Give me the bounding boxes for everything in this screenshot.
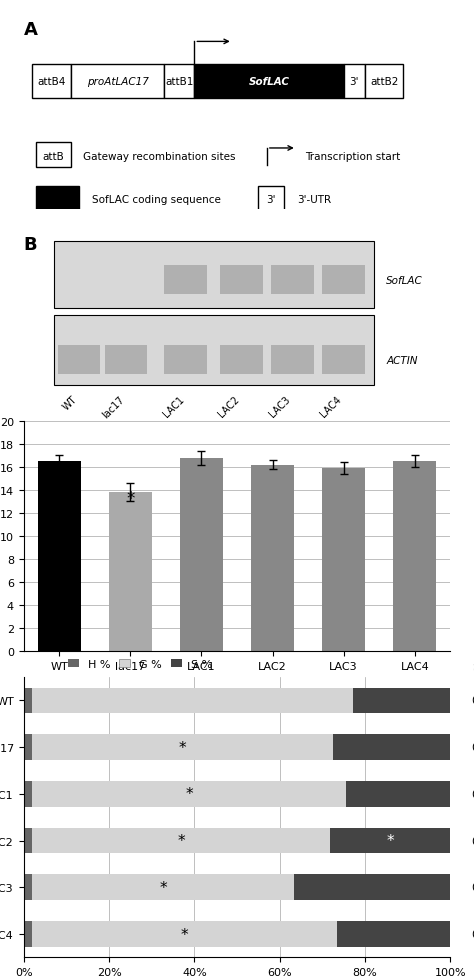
Bar: [32, 874, 294, 900]
Bar: [38, 462, 81, 652]
Text: 0.42: 0.42: [472, 743, 474, 752]
Bar: [344, 65, 365, 100]
Text: *: *: [386, 833, 394, 848]
Bar: [24, 782, 32, 807]
Bar: [333, 735, 450, 760]
Bar: [180, 458, 223, 652]
Bar: [164, 65, 194, 100]
Text: S/G: S/G: [472, 659, 474, 672]
Text: *: *: [177, 833, 185, 848]
Text: lac17: lac17: [100, 394, 126, 420]
Text: proAtLAC17: proAtLAC17: [87, 77, 148, 87]
Text: 0.36: 0.36: [472, 789, 474, 799]
Text: attB4: attB4: [37, 77, 65, 87]
Bar: [330, 828, 450, 854]
Bar: [32, 735, 333, 760]
Bar: [194, 65, 344, 100]
Text: 3': 3': [349, 77, 359, 87]
Bar: [322, 469, 365, 652]
Bar: [251, 465, 294, 652]
Bar: [365, 65, 403, 100]
Legend: H %, G %, S %: H %, G %, S %: [64, 655, 217, 674]
Text: A: A: [24, 21, 37, 39]
Bar: [353, 688, 450, 713]
Bar: [109, 492, 152, 652]
Text: LAC3: LAC3: [268, 394, 292, 419]
Bar: [36, 187, 79, 212]
Bar: [220, 266, 263, 295]
Bar: [393, 462, 436, 652]
Text: *: *: [181, 926, 188, 942]
Text: 3': 3': [266, 195, 276, 205]
Bar: [71, 65, 164, 100]
Text: *: *: [159, 880, 167, 895]
Text: Gateway recombination sites: Gateway recombination sites: [83, 151, 236, 161]
Bar: [322, 346, 365, 375]
Bar: [24, 921, 32, 947]
Bar: [32, 828, 330, 854]
Bar: [346, 782, 450, 807]
Text: attB1: attB1: [165, 77, 193, 87]
Text: attB: attB: [43, 151, 64, 161]
Bar: [220, 346, 263, 375]
Text: B: B: [24, 235, 37, 253]
Bar: [322, 266, 365, 295]
Text: WT: WT: [61, 394, 79, 412]
Bar: [36, 143, 71, 168]
Text: SofLAC: SofLAC: [386, 276, 423, 285]
Text: 0.43: 0.43: [472, 835, 474, 846]
Text: SofLAC coding sequence: SofLAC coding sequence: [92, 195, 221, 205]
Text: LAC2: LAC2: [216, 394, 241, 419]
Text: 0.33: 0.33: [472, 696, 474, 705]
Bar: [32, 921, 337, 947]
Bar: [58, 346, 100, 375]
Text: *: *: [179, 740, 186, 755]
Text: SofLAC: SofLAC: [248, 77, 290, 87]
Text: Transcription start: Transcription start: [305, 151, 401, 161]
Bar: [164, 346, 207, 375]
Bar: [32, 688, 353, 713]
Text: attB2: attB2: [370, 77, 398, 87]
Bar: [54, 242, 374, 309]
Bar: [294, 874, 450, 900]
Text: LAC4: LAC4: [319, 394, 344, 419]
Text: ACTIN: ACTIN: [386, 356, 418, 365]
Text: *: *: [185, 786, 193, 801]
Bar: [24, 735, 32, 760]
Bar: [24, 874, 32, 900]
Bar: [337, 921, 450, 947]
Bar: [24, 828, 32, 854]
Bar: [271, 266, 314, 295]
Bar: [271, 346, 314, 375]
Bar: [24, 688, 32, 713]
Text: 0.40: 0.40: [472, 929, 474, 939]
Text: *: *: [126, 489, 135, 508]
Bar: [32, 65, 71, 100]
Text: 3'-UTR: 3'-UTR: [297, 195, 331, 205]
Bar: [258, 187, 284, 212]
Bar: [54, 316, 374, 386]
Text: 0.63: 0.63: [472, 882, 474, 892]
Bar: [105, 346, 147, 375]
Text: LAC1: LAC1: [161, 394, 186, 419]
Bar: [164, 266, 207, 295]
Bar: [32, 782, 346, 807]
